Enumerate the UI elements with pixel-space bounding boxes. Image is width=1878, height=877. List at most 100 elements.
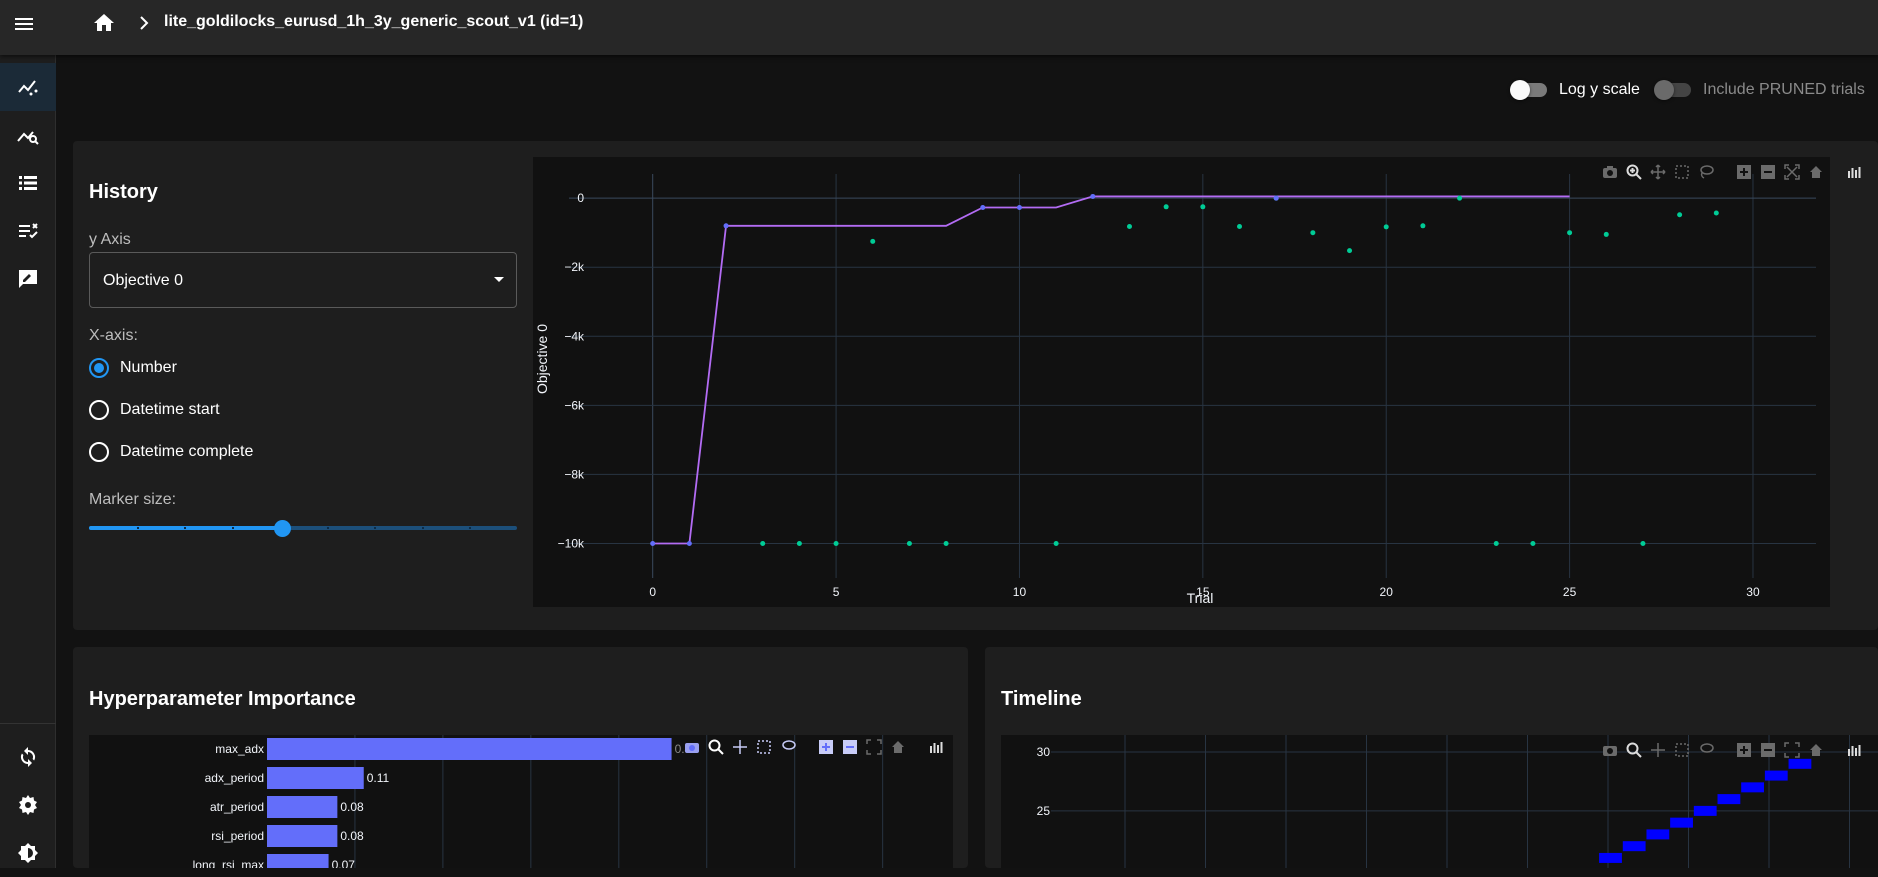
reset-home-icon[interactable]: [1807, 741, 1825, 759]
best-trial-point: [1090, 193, 1096, 199]
pan-icon[interactable]: [731, 738, 749, 756]
reset-home-icon[interactable]: [889, 738, 907, 756]
box-select-icon[interactable]: [1673, 163, 1691, 181]
study-title[interactable]: lite_goldilocks_eurusd_1h_3y_generic_sco…: [164, 13, 584, 30]
zoom-out-icon[interactable]: [1759, 163, 1777, 181]
pruned-switch-knob[interactable]: [1654, 80, 1674, 100]
trial-point: [1567, 230, 1573, 236]
best-trial-point: [650, 540, 656, 546]
zoom-icon[interactable]: [1625, 163, 1643, 181]
include-pruned-label: Include PRUNED trials: [1703, 81, 1865, 98]
slider-tick-mark: [136, 527, 139, 529]
autoscale-icon[interactable]: [1783, 163, 1801, 181]
include-pruned-toggle[interactable]: Include PRUNED trials: [1654, 80, 1865, 100]
sidebar-item-table[interactable]: [0, 159, 56, 207]
trial-point: [1677, 212, 1683, 218]
menu-icon[interactable]: [12, 12, 36, 36]
lasso-icon[interactable]: [779, 738, 797, 756]
history-plot[interactable]: 0 5 10 15 20 25 30 0 −2k −4k −6k −8k −10k Trial Obj…: [533, 157, 1861, 607]
timeline-plot[interactable]: 30 25: [1001, 735, 1878, 868]
trial-point: [1347, 248, 1353, 254]
log-y-switch-knob[interactable]: [1510, 80, 1530, 100]
box-select-icon[interactable]: [1673, 741, 1691, 759]
sidebar-item-trials[interactable]: [0, 207, 56, 255]
timeline-bar: [1693, 805, 1717, 816]
log-y-label: Log y scale: [1559, 81, 1640, 98]
importance-bar: [267, 854, 329, 876]
sidebar-item-note[interactable]: [0, 255, 56, 303]
value-label: 0.11: [367, 771, 390, 785]
pan-icon[interactable]: [1649, 741, 1667, 759]
sidebar: [0, 55, 56, 868]
sidebar-divider: [0, 723, 56, 724]
y-tick-label: −4k: [564, 329, 585, 343]
sidebar-item-theme[interactable]: [0, 829, 56, 877]
plotly-logo-icon[interactable]: [927, 738, 945, 756]
x-axis-radio-number[interactable]: Number: [89, 356, 177, 380]
plotly-logo-icon[interactable]: [1845, 741, 1863, 759]
trial-point: [1163, 204, 1169, 210]
radio-unchecked-icon[interactable]: [89, 442, 109, 462]
radio-checked-icon[interactable]: [89, 358, 109, 378]
value-label: 0.08: [340, 829, 364, 843]
autoscale-icon[interactable]: [1783, 741, 1801, 759]
zoom-icon[interactable]: [1625, 741, 1643, 759]
x-axis-radio-datetime-start[interactable]: Datetime start: [89, 398, 220, 422]
camera-icon[interactable]: [683, 738, 701, 756]
chart-search-icon: [17, 131, 39, 145]
home-icon[interactable]: [92, 11, 116, 35]
timeline-title: Timeline: [1001, 688, 1082, 710]
radio-unchecked-icon[interactable]: [89, 400, 109, 420]
x-tick-label: 10: [1013, 585, 1027, 599]
timeline-bar: [1599, 852, 1622, 863]
y-tick-label: 30: [1037, 745, 1051, 759]
settings-icon: [19, 795, 37, 815]
trial-point: [1420, 223, 1426, 229]
camera-icon[interactable]: [1601, 163, 1619, 181]
pan-icon[interactable]: [1649, 163, 1667, 181]
x-tick-label: 30: [1746, 585, 1760, 599]
zoom-icon[interactable]: [707, 738, 725, 756]
history-chart: 0 5 10 15 20 25 30 0 −2k −4k −6k −8k −10k Trial Obj…: [534, 174, 1816, 606]
x-axis-title: Trial: [1187, 590, 1214, 606]
sidebar-item-settings[interactable]: [0, 781, 56, 829]
trial-point: [1457, 195, 1463, 201]
importance-bar: [267, 738, 672, 760]
trial-point: [1126, 223, 1132, 229]
reset-home-icon[interactable]: [1807, 163, 1825, 181]
plot-modebar: [1601, 163, 1863, 181]
plotly-logo-icon[interactable]: [1845, 163, 1863, 181]
radio-label: Number: [120, 359, 177, 376]
autoscale-icon[interactable]: [865, 738, 883, 756]
sidebar-item-reload[interactable]: [0, 733, 56, 781]
importance-plot[interactable]: max_adx0.46adx_period0.11atr_period0.08r…: [89, 735, 953, 876]
sidebar-item-history[interactable]: [0, 63, 56, 111]
best-trial-point: [1016, 204, 1022, 210]
zoom-in-icon[interactable]: [817, 738, 835, 756]
trial-point: [1200, 204, 1206, 210]
category-label: max_adx: [215, 742, 264, 756]
zoom-out-icon[interactable]: [1759, 741, 1777, 759]
y-tick-label: 25: [1037, 804, 1051, 818]
slider-thumb[interactable]: [273, 520, 291, 537]
y-axis-select[interactable]: Objective 0: [89, 252, 517, 308]
y-tick-label: 0: [577, 191, 584, 205]
history-chart-icon: [18, 80, 38, 96]
marker-size-slider[interactable]: [89, 518, 517, 538]
trial-point: [1640, 540, 1646, 546]
importance-bar: [267, 767, 364, 789]
log-y-toggle[interactable]: Log y scale: [1510, 80, 1640, 100]
sidebar-item-analytics[interactable]: [0, 111, 56, 159]
best-trial-point: [980, 204, 986, 210]
zoom-in-icon[interactable]: [1735, 163, 1753, 181]
box-select-icon[interactable]: [755, 738, 773, 756]
lasso-icon[interactable]: [1697, 741, 1715, 759]
history-title: History: [89, 181, 158, 203]
x-axis-radio-datetime-complete[interactable]: Datetime complete: [89, 440, 253, 464]
lasso-icon[interactable]: [1697, 163, 1715, 181]
trial-point: [760, 540, 766, 546]
camera-icon[interactable]: [1601, 741, 1619, 759]
zoom-in-icon[interactable]: [1735, 741, 1753, 759]
zoom-out-icon[interactable]: [841, 738, 859, 756]
trial-point: [1713, 210, 1719, 216]
